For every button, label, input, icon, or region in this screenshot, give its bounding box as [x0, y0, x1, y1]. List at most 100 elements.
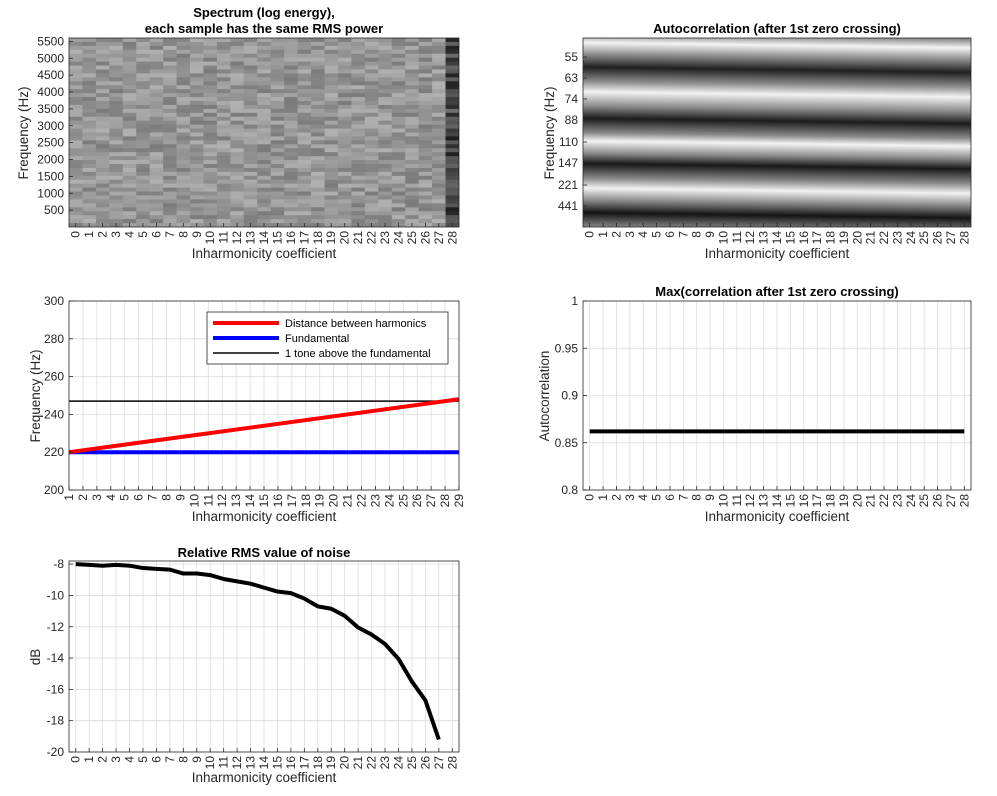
- spectrum-cell: [190, 61, 204, 67]
- spectrum-subplot: Spectrum (log energy), each sample has t…: [16, 5, 460, 261]
- spectrum-cell: [445, 53, 459, 59]
- spectrum-cell: [109, 61, 124, 67]
- spectrum-cell: [122, 152, 137, 157]
- spectrum-cell: [149, 179, 164, 185]
- spectrum-cell: [122, 164, 137, 169]
- spectrum-cell: [216, 144, 231, 149]
- spectrum-cell: [230, 120, 245, 126]
- spectrum-cell: [163, 144, 178, 149]
- spectrum-x-ticks: 0 1 2 3 4 5 6 7 8 9 10 11 12 13 14 15 16 17 18 19 20 21 22 23 24…: [69, 223, 459, 245]
- frequency-ytick-label: 260: [44, 370, 64, 384]
- spectrum-cell: [257, 124, 272, 130]
- autocorr-ytick-label: 63: [565, 71, 579, 85]
- legend-label-distance: Distance between harmonics: [285, 318, 427, 330]
- spectrum-cell: [418, 160, 433, 165]
- spectrum-cell: [82, 132, 97, 137]
- spectrum-xtick-label: 25: [405, 231, 419, 245]
- spectrum-cell: [163, 41, 178, 47]
- spectrum-cell: [337, 207, 352, 212]
- autocorr-ytick-label: 221: [558, 178, 578, 192]
- spectrum-cell: [190, 148, 204, 153]
- spectrum-cell: [203, 132, 218, 137]
- spectrum-cell: [351, 73, 366, 78]
- spectrum-cell: [364, 164, 379, 169]
- spectrum-cell: [432, 69, 447, 74]
- spectrum-cell: [203, 164, 218, 169]
- spectrum-cell: [136, 171, 151, 177]
- spectrum-cell: [243, 179, 258, 185]
- spectrum-cell: [364, 101, 379, 106]
- spectrum-cell: [216, 195, 231, 200]
- spectrum-cell: [69, 97, 83, 102]
- spectrum-cell: [311, 89, 326, 94]
- spectrum-cell: [405, 41, 420, 47]
- spectrum-cell: [391, 191, 406, 196]
- spectrum-cell: [270, 219, 285, 224]
- spectrum-cell: [109, 215, 124, 220]
- spectrum-cell: [149, 73, 164, 78]
- spectrum-cell: [257, 85, 272, 90]
- spectrum-cell: [69, 81, 83, 86]
- spectrum-cell: [324, 171, 339, 177]
- spectrum-cell: [257, 112, 272, 118]
- spectrum-cell: [216, 187, 231, 193]
- spectrum-cell: [364, 136, 379, 141]
- spectrum-cell: [337, 167, 352, 173]
- noise-ytick-label: -10: [47, 588, 65, 602]
- spectrum-cell: [190, 195, 204, 200]
- spectrum-cell: [69, 160, 83, 165]
- spectrum-xtick-label: 19: [324, 231, 338, 245]
- noise-xtick-label: 27: [432, 756, 446, 770]
- spectrum-cell: [418, 199, 433, 204]
- spectrum-cell: [122, 128, 137, 133]
- spectrum-cell: [243, 89, 258, 94]
- autocorr-xtick-label: 11: [730, 231, 744, 244]
- spectrum-cell: [149, 152, 164, 157]
- spectrum-cell: [351, 112, 366, 118]
- spectrum-cell: [82, 101, 97, 106]
- spectrum-cell: [270, 124, 285, 130]
- spectrum-cell: [203, 183, 218, 189]
- spectrum-cell: [230, 167, 245, 173]
- spectrum-cell: [284, 152, 299, 157]
- spectrum-cell: [95, 152, 110, 157]
- spectrum-cell: [311, 195, 326, 200]
- spectrum-cell: [351, 187, 366, 193]
- spectrum-cell: [324, 89, 339, 94]
- spectrum-cell: [405, 73, 420, 78]
- spectrum-cell: [190, 160, 204, 165]
- spectrum-ytick-label: 3000: [37, 119, 64, 133]
- spectrum-cell: [378, 93, 393, 98]
- spectrum-cell: [190, 199, 204, 204]
- spectrum-cell: [122, 124, 137, 130]
- frequency-xtick-label: 8: [160, 494, 174, 501]
- spectrum-cell: [445, 156, 459, 161]
- spectrum-cell: [257, 152, 272, 157]
- spectrum-cell: [432, 203, 447, 208]
- spectrum-cell: [405, 183, 420, 189]
- spectrum-cell: [163, 116, 178, 122]
- spectrum-cell: [324, 215, 339, 220]
- autocorr-xtick-label: 14: [770, 231, 784, 245]
- spectrum-cell: [378, 73, 393, 78]
- frequency-lines: [68, 397, 460, 455]
- spectrum-cell: [176, 57, 191, 63]
- spectrum-cell: [418, 61, 433, 67]
- frequency-xtick-label: 5: [118, 494, 132, 501]
- spectrum-cell: [337, 191, 352, 196]
- noise-ylabel: dB: [28, 649, 43, 666]
- spectrum-cell: [109, 207, 124, 212]
- noise-y-ticks: -20-18-16-14-12-10-8: [47, 557, 73, 759]
- spectrum-cell: [337, 57, 352, 63]
- spectrum-cell: [284, 101, 299, 106]
- spectrum-cell: [351, 41, 366, 47]
- spectrum-cell: [284, 104, 299, 110]
- spectrum-cell: [69, 61, 83, 67]
- spectrum-cell: [405, 148, 420, 153]
- spectrum-cell: [163, 38, 178, 43]
- spectrum-cell: [95, 73, 110, 78]
- spectrum-cell: [149, 85, 164, 90]
- spectrum-cell: [243, 38, 258, 43]
- spectrum-cell: [391, 101, 406, 106]
- frequency-legend: Distance between harmonics Fundamental 1…: [206, 311, 449, 365]
